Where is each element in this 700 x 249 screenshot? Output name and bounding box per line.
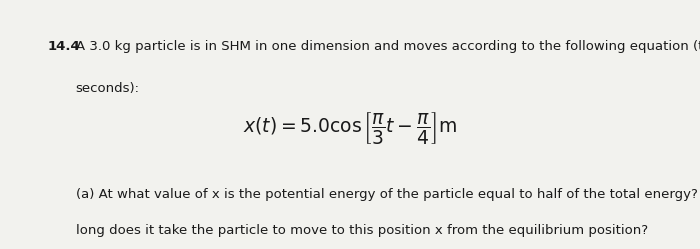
Text: A 3.0 kg particle is in SHM in one dimension and moves according to the followin: A 3.0 kg particle is in SHM in one dimen…: [76, 40, 700, 53]
Text: seconds):: seconds):: [76, 82, 139, 95]
Text: 14.4: 14.4: [48, 40, 80, 53]
Text: (a) At what value of x is the potential energy of the particle equal to half of : (a) At what value of x is the potential …: [76, 188, 700, 201]
Text: $x(t) = 5.0 \cos \left[\dfrac{\pi}{3}t - \dfrac{\pi}{4}\right] \mathrm{m}$: $x(t) = 5.0 \cos \left[\dfrac{\pi}{3}t -…: [243, 110, 457, 146]
Text: long does it take the particle to move to this position x from the equilibrium p: long does it take the particle to move t…: [76, 224, 648, 237]
